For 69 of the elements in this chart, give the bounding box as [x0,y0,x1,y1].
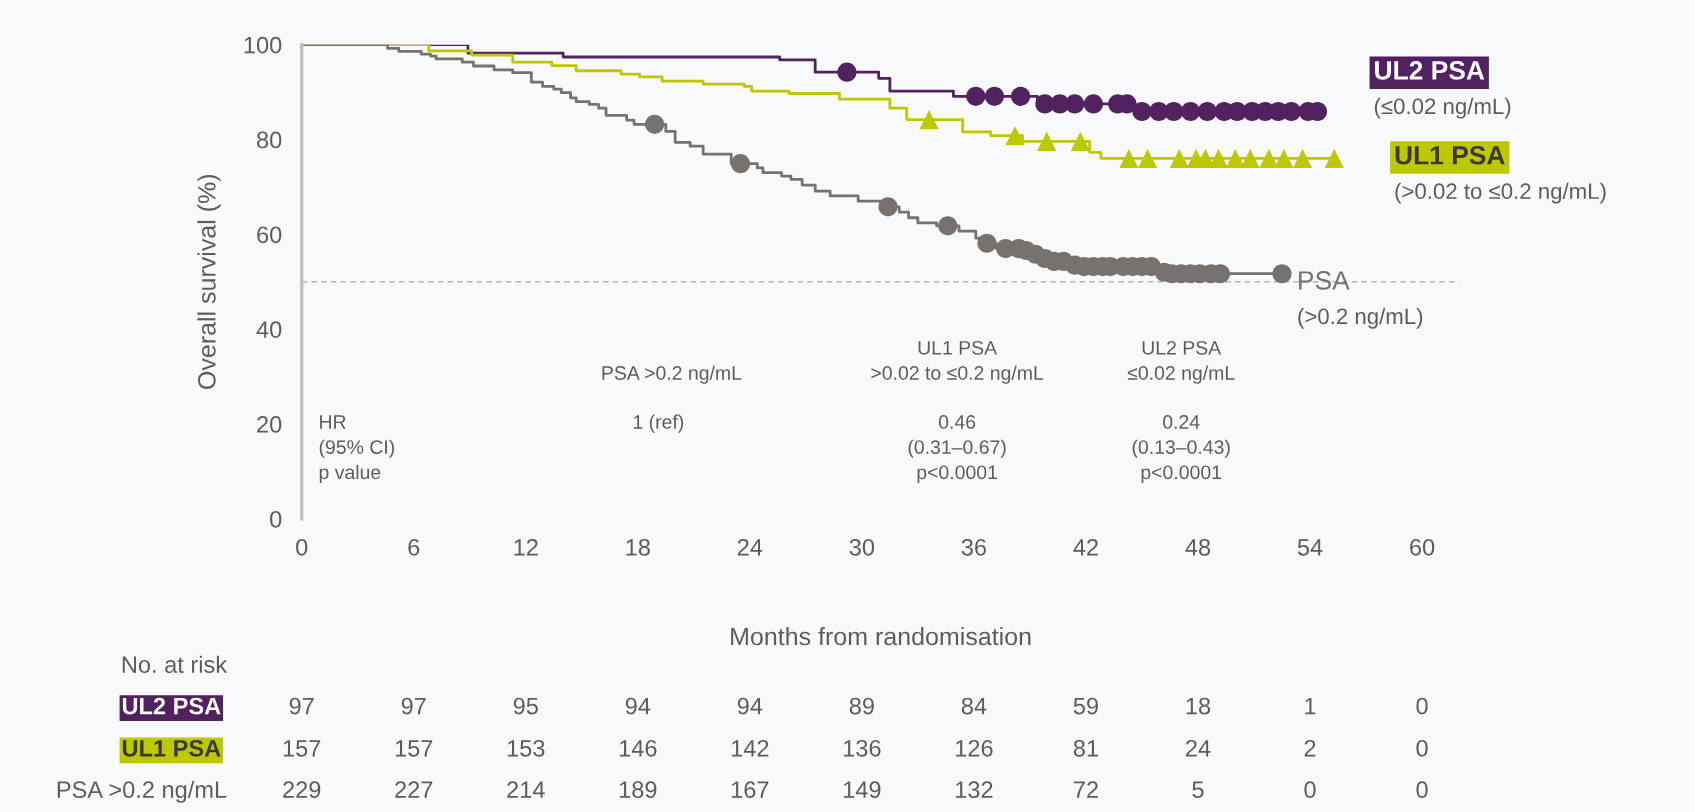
text: UL2 PSA [1375,61,1485,80]
x-tick-label: 30 [849,538,875,556]
y-tick-label: 60 [257,226,282,244]
text: 214 [507,781,545,798]
annotation: UL2 PSA ≤0.02 ng/mL [1127,340,1235,384]
text: 189 [619,781,657,799]
x-tick-label: 54 [1297,539,1323,556]
text: 1 [1305,697,1316,715]
text: 229 [283,781,321,799]
annotation: UL1 PSA >0.02 to ≤0.2 ng/mL [871,340,1044,384]
text: 153 [507,739,545,757]
text: 89 [849,697,874,715]
text: 94 [625,697,651,715]
x-tick-label: 42 [1073,538,1098,556]
text: 126 [956,739,993,757]
annotation: (>0.02 to ≤0.2 ng/mL) [1395,182,1606,204]
text: 149 [843,781,881,799]
text: 2 [1304,739,1316,757]
x-tick-label: 24 [737,538,763,556]
text: UL2 PSA [122,697,221,715]
x-tick-label: 12 [514,538,538,556]
annotation: (≤0.02 ng/mL) [1374,97,1511,119]
text: 18 [1186,697,1211,715]
text: 95 [513,697,538,715]
y-axis-title: Overall survival (%) [197,174,221,389]
series-label: PSA [1299,271,1350,290]
annotation: 1 (ref) [633,414,684,433]
text: 0 [1304,781,1316,799]
x-tick-label: 18 [626,538,650,556]
x-tick-label: 60 [1410,538,1435,556]
x-tick-label: 36 [961,538,987,556]
text: PSA >0.2 ng/mL [57,780,227,803]
text: 24 [1186,739,1211,757]
text: UL1 PSA [1395,145,1505,165]
y-tick-label: 100 [244,36,282,54]
annotation: PSA >0.2 ng/mL [602,365,742,384]
y-tick-label: 80 [257,131,282,149]
annotation: (>0.2 ng/mL) [1298,307,1423,329]
x-tick-label: 48 [1185,538,1211,556]
text: 5 [1192,781,1204,799]
text: 142 [731,739,769,757]
text: 94 [737,697,763,715]
text: 59 [1073,697,1098,715]
text: UL1 PSA [122,739,221,757]
text: 146 [619,739,657,757]
text: 157 [395,740,433,757]
annotation: 0.24 (0.13–0.43) p<0.0001 [1132,415,1230,484]
text: 0 [1416,697,1428,715]
text: 167 [731,781,769,799]
text: 97 [401,697,426,715]
text: 97 [289,697,314,715]
text: 81 [1073,739,1098,757]
text: No. at risk [122,655,228,673]
text: 157 [283,740,321,757]
annotation: 0.46 (0.31–0.67) p<0.0001 [908,415,1006,484]
x-axis-title: Months from randomisation [731,626,1031,646]
text: 227 [395,781,433,798]
text: 132 [956,781,993,799]
x-tick-label: 0 [296,538,308,556]
y-tick-label: 40 [256,321,282,338]
annotation: HR (95% CI) p value [319,415,395,484]
text: 72 [1074,781,1098,798]
text: 136 [843,739,881,757]
text: 84 [961,697,987,715]
text: 0 [1416,739,1428,757]
y-tick-label: 20 [257,416,282,433]
x-tick-label: 6 [408,538,420,556]
y-tick-label: 0 [270,510,282,528]
text: 0 [1416,781,1428,799]
